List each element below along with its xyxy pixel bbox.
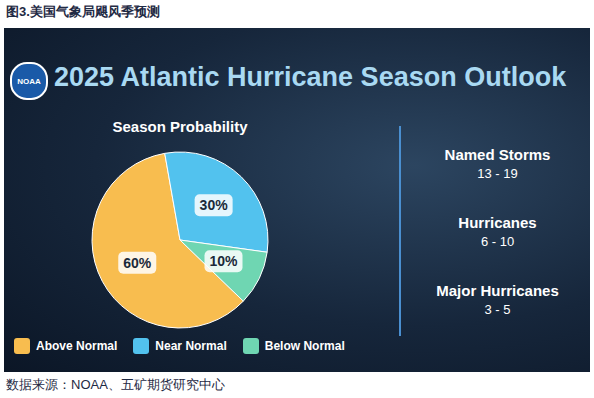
- html-text:13 - 19: 13 - 19: [477, 166, 518, 181]
- html-text:Below Normal: Below Normal: [264, 339, 345, 353]
- html-text:数据来源：NOAA、五矿期货研究中心: 数据来源：NOAA、五矿期货研究中心: [6, 377, 225, 392]
- svg-text:10%: 10%: [209, 253, 238, 269]
- html-text:2025 Atlantic Hurricane Season: 2025 Atlantic Hurricane Season Outlook: [54, 62, 567, 92]
- html-text:3 - 5: 3 - 5: [484, 302, 511, 317]
- html-text:Named Storms: Named Storms: [444, 146, 551, 163]
- html-text:图3.美国气象局飓风季预测: 图3.美国气象局飓风季预测: [6, 4, 160, 19]
- html-text:NOAA: NOAA: [17, 76, 41, 86]
- html-text:Season Probability: Season Probability: [112, 118, 248, 135]
- html-text:Above Normal: Above Normal: [36, 339, 118, 353]
- svg-text:30%: 30%: [200, 197, 229, 213]
- html-text:Near Normal: Near Normal: [155, 339, 227, 353]
- html-text:Major Hurricanes: Major Hurricanes: [436, 282, 559, 299]
- html-text:6 - 10: 6 - 10: [480, 234, 515, 249]
- svg-text:60%: 60%: [123, 255, 152, 271]
- html-text:Hurricanes: Hurricanes: [458, 214, 537, 231]
